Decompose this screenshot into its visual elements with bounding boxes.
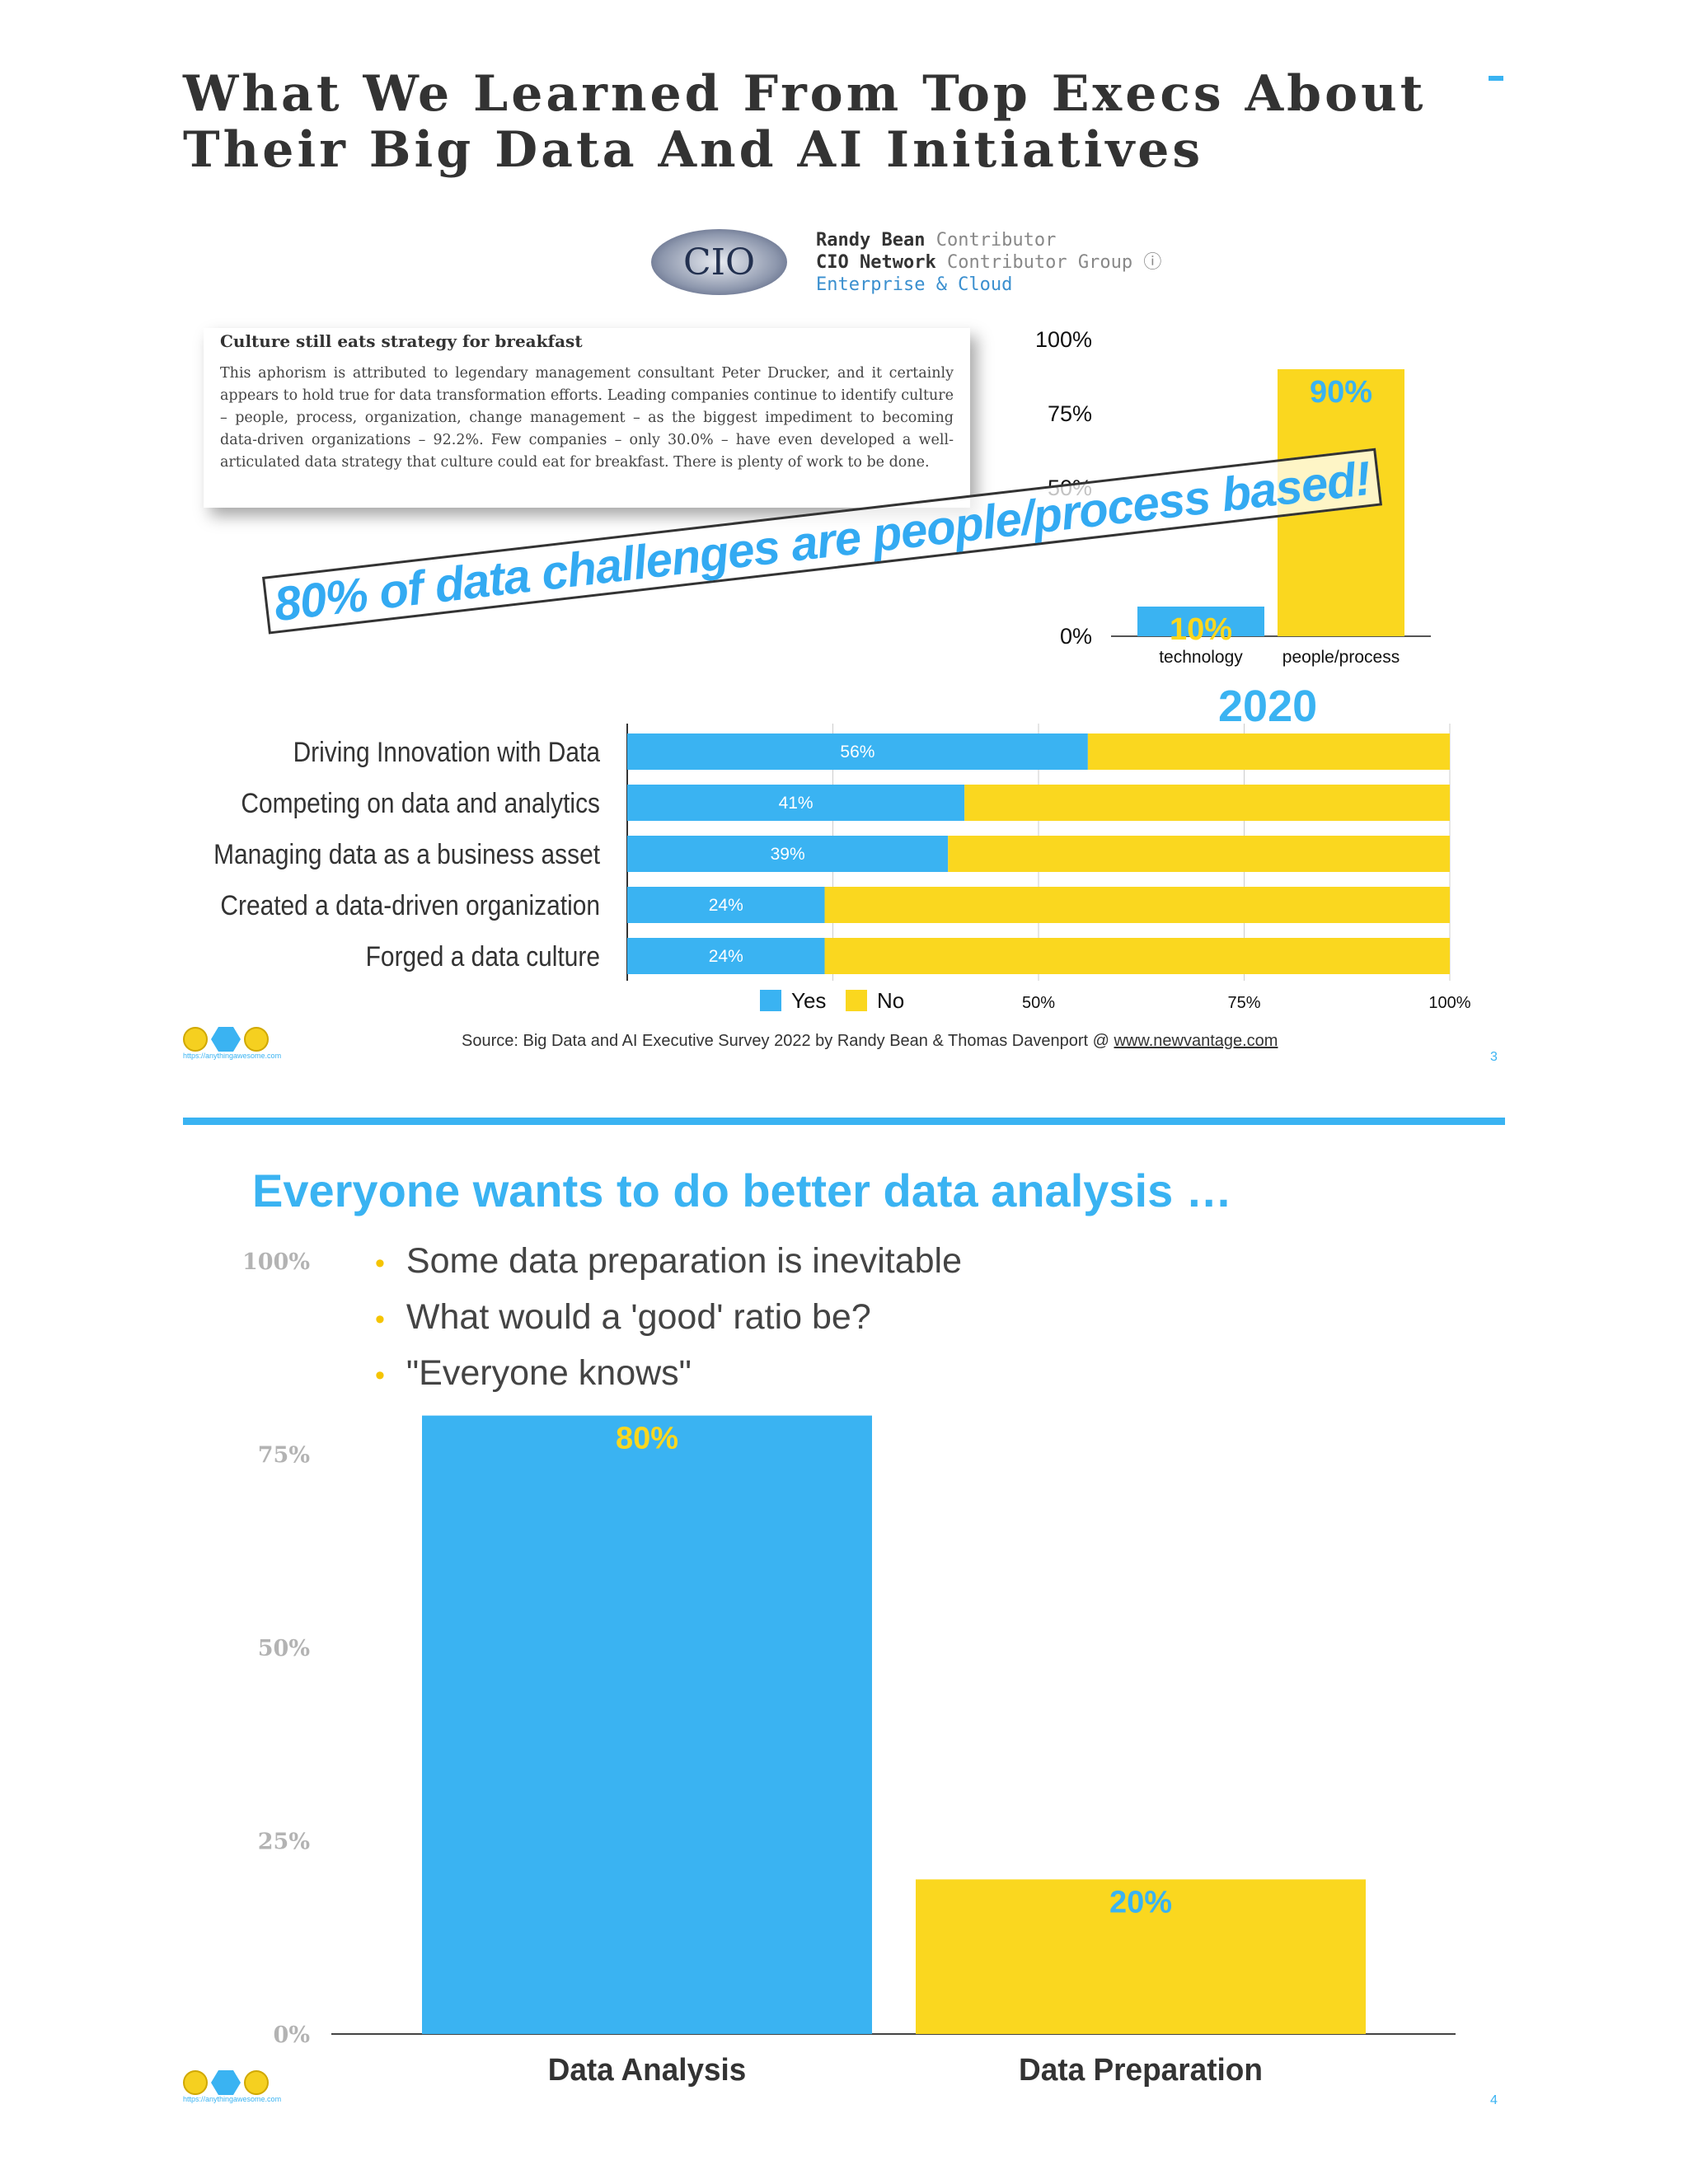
category-label: Competing on data and analytics: [241, 787, 600, 818]
excerpt-body: This aphorism is attributed to legendary…: [220, 365, 954, 471]
slide-divider: [183, 1118, 1505, 1125]
slide-title: Everyone wants to do better data analysi…: [252, 1165, 1232, 1216]
x-tick-label: 50%: [1022, 994, 1055, 1012]
bin-icon: [183, 1027, 208, 1052]
y-tick-label: 50%: [258, 1636, 310, 1661]
author-byline: Randy Bean Contributor CIO Network Contr…: [816, 229, 1161, 296]
y-tick-label: 100%: [1035, 327, 1092, 352]
x-tick-label: 100%: [1428, 994, 1470, 1012]
legend-label: No: [877, 988, 904, 1013]
bullet-item: • What would a 'good' ratio be?: [375, 1297, 871, 1337]
footer-logo: https://anythingawesome.com: [183, 2070, 281, 2103]
y-tick-label: 75%: [1048, 401, 1092, 426]
page-number: 4: [1490, 2093, 1498, 2107]
author-section[interactable]: Enterprise & Cloud: [816, 274, 1013, 295]
article-excerpt: Culture still eats strategy for breakfas…: [204, 328, 970, 508]
bar-value-label: 10%: [1170, 612, 1232, 647]
y-tick-label: 25%: [258, 1830, 310, 1855]
y-tick-label: 100%: [242, 1249, 310, 1275]
bar-value-label: 24%: [709, 947, 743, 966]
bin-icon: [244, 2070, 269, 2095]
category-label: Driving Innovation with Data: [293, 736, 601, 767]
survey-stacked-bar-chart: Driving Innovation with Data 56% Competing…: [213, 724, 1471, 1013]
author-group: Contributor Group: [946, 252, 1133, 273]
x-category-label: people/process: [1282, 648, 1400, 667]
footer-logo: https://anythingawesome.com: [183, 1027, 281, 1060]
bar-segment-no: [948, 836, 1450, 872]
bar-value-label: 24%: [709, 896, 743, 915]
x-category-label: technology: [1159, 648, 1243, 667]
bar-value-label: 41%: [779, 794, 814, 813]
x-category-label: Data Analysis: [548, 2053, 747, 2088]
x-tick-label: 75%: [1227, 994, 1260, 1012]
bar-value-label: 20%: [1109, 1885, 1172, 1919]
info-icon[interactable]: ⓘ: [1143, 252, 1162, 273]
bullet-dot-icon: •: [375, 1360, 385, 1391]
bar-segment-yes: [627, 733, 1088, 770]
cio-network-logo: CIO: [651, 229, 787, 295]
bullet-dot-icon: •: [375, 1304, 385, 1335]
bar: [422, 1415, 872, 2034]
bar-value-label: 39%: [771, 845, 805, 864]
bar-value-label: 90%: [1310, 375, 1372, 410]
logo-url[interactable]: https://anythingawesome.com: [183, 2095, 282, 2103]
y-tick-label: 75%: [258, 1443, 310, 1469]
y-tick-label: 0%: [1060, 624, 1092, 649]
year-label: 2020: [1218, 682, 1318, 731]
legend-swatch-no: [846, 990, 867, 1011]
bar-segment-yes: [627, 887, 825, 923]
bar-segment-yes: [627, 836, 949, 872]
logo-text: CIO: [682, 241, 756, 284]
bullet-item: • Some data preparation is inevitable: [375, 1241, 962, 1281]
bar-segment-no: [824, 938, 1450, 974]
bar-segment-yes: [627, 938, 825, 974]
bullet-item: • "Everyone knows": [375, 1353, 692, 1393]
bar: [916, 1879, 1366, 2034]
category-label: Created a data-driven organization: [220, 889, 600, 921]
hex-icon: [211, 2070, 241, 2095]
article-headline: What We Learned From Top Execs About The…: [183, 65, 1427, 179]
author-name[interactable]: Randy Bean: [816, 230, 926, 251]
bar-segment-yes: [627, 785, 965, 821]
bar-segment-no: [1087, 733, 1450, 770]
source-citation: Source: Big Data and AI Executive Survey…: [462, 1032, 1278, 1051]
author-network[interactable]: CIO Network: [816, 252, 936, 273]
x-category-label: Data Preparation: [1019, 2053, 1263, 2088]
legend-label: Yes: [791, 988, 826, 1013]
analysis-vs-preparation-chart: 100% 75% 50% 25% 0% 80% Data Analysis 20% Data P…: [242, 1249, 1456, 2088]
bin-icon: [244, 1027, 269, 1052]
excerpt-title: Culture still eats strategy for breakfas…: [220, 331, 583, 351]
bar-segment-no: [824, 887, 1450, 923]
author-role: Contributor: [935, 230, 1057, 251]
corner-accent: [1489, 76, 1503, 81]
legend-swatch-yes: [760, 990, 781, 1011]
category-label: Managing data as a business asset: [213, 838, 600, 869]
bar: [1137, 607, 1264, 636]
bullet-dot-icon: •: [375, 1248, 385, 1279]
bar-segment-no: [964, 785, 1450, 821]
hex-icon: [211, 1027, 241, 1052]
bar-value-label: 80%: [616, 1422, 678, 1456]
y-tick-label: 0%: [274, 2022, 310, 2048]
bar-value-label: 56%: [840, 743, 874, 762]
source-link[interactable]: www.newvantage.com: [1114, 1032, 1278, 1050]
category-label: Forged a data culture: [366, 940, 600, 972]
source-text: Source: Big Data and AI Executive Survey…: [462, 1032, 1114, 1050]
bin-icon: [183, 2070, 208, 2095]
page-number: 3: [1490, 1050, 1498, 1064]
logo-url[interactable]: https://anythingawesome.com: [183, 1052, 282, 1060]
